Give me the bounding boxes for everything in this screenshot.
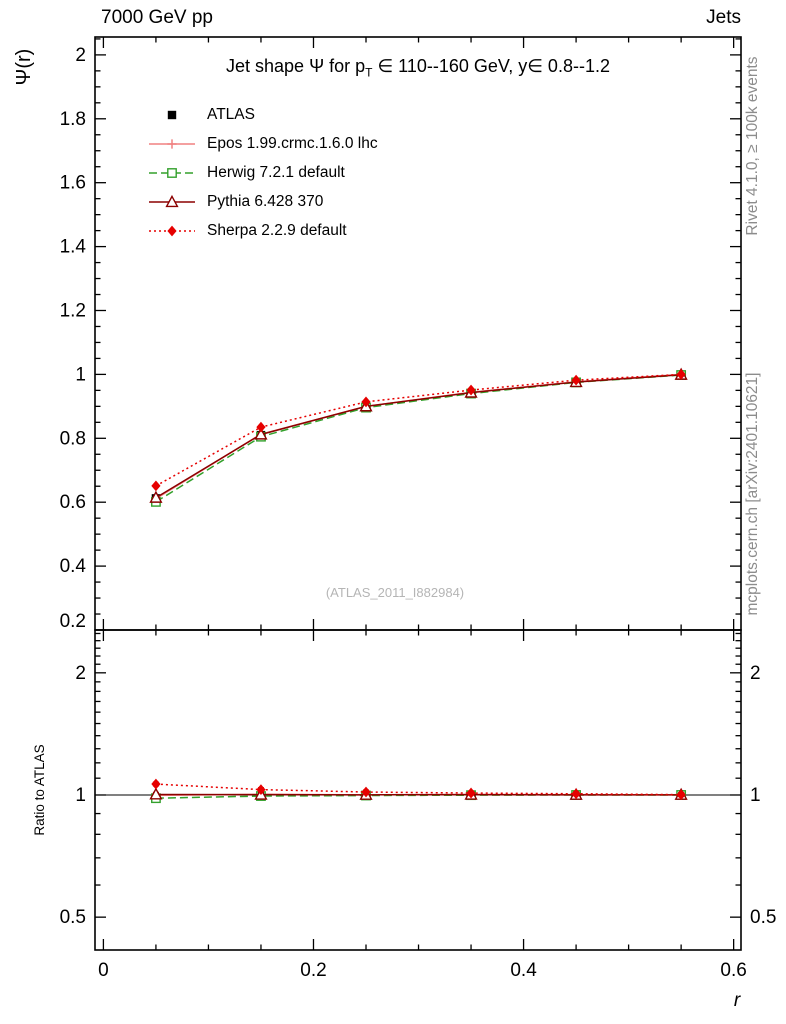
legend: ATLAS Epos 1.99.crmc.1.6.0 lhc Herwig 7.2.… bbox=[148, 100, 378, 245]
svg-text:0.4: 0.4 bbox=[60, 556, 87, 577]
legend-item-epos: Epos 1.99.crmc.1.6.0 lhc bbox=[148, 129, 378, 158]
beam-energy-label: 7000 GeV pp bbox=[101, 7, 213, 28]
x-axis-label: r bbox=[734, 990, 741, 1011]
legend-label: Sherpa 2.2.9 default bbox=[207, 221, 347, 239]
svg-text:1: 1 bbox=[750, 785, 761, 806]
main-series-pythia bbox=[149, 367, 688, 503]
plot-title-subscript: T bbox=[365, 65, 373, 80]
svg-text:1.2: 1.2 bbox=[60, 300, 86, 321]
main-y-axis-label: Ψ(r) bbox=[13, 49, 35, 86]
square-filled-legend-icon bbox=[167, 110, 177, 119]
analysis-group-label: Jets bbox=[706, 7, 741, 28]
svg-text:1: 1 bbox=[75, 785, 86, 806]
rivet-version-label: Rivet 4.1.0, ≥ 100k events bbox=[744, 56, 761, 235]
square-open-legend-icon bbox=[149, 167, 195, 178]
ratio-panel-frame bbox=[94, 629, 742, 951]
main-series-epos bbox=[151, 369, 686, 504]
legend-label: Pythia 6.428 370 bbox=[207, 192, 324, 210]
legend-item-herwig: Herwig 7.2.1 default bbox=[148, 158, 378, 187]
svg-text:0.5: 0.5 bbox=[60, 907, 86, 928]
legend-item-pythia: Pythia 6.428 370 bbox=[148, 187, 378, 216]
svg-text:1.8: 1.8 bbox=[60, 109, 86, 130]
diamond-filled-legend-icon bbox=[149, 225, 195, 236]
cross-open-legend-icon bbox=[149, 138, 195, 149]
main-series-atlas bbox=[151, 370, 686, 503]
ratio-series-sherpa bbox=[151, 778, 686, 801]
triangle-open-legend-icon bbox=[149, 194, 195, 207]
svg-text:2: 2 bbox=[75, 663, 86, 684]
legend-label: ATLAS bbox=[207, 105, 255, 123]
mcplots-reference-label: mcplots.cern.ch [arXiv:2401.10621] bbox=[744, 373, 761, 616]
legend-label: Epos 1.99.crmc.1.6.0 lhc bbox=[207, 134, 378, 152]
svg-text:1.6: 1.6 bbox=[60, 173, 86, 194]
svg-text:0.6: 0.6 bbox=[60, 492, 86, 513]
main-series-sherpa bbox=[151, 368, 686, 492]
svg-text:0.2: 0.2 bbox=[60, 611, 86, 632]
ratio-series-herwig bbox=[151, 790, 687, 804]
svg-text:0.2: 0.2 bbox=[300, 960, 326, 981]
plot-title-text: Jet shape Ψ for p bbox=[226, 56, 366, 76]
ratio-y-axis-label: Ratio to ATLAS bbox=[32, 744, 47, 835]
svg-text:0.6: 0.6 bbox=[720, 960, 746, 981]
svg-text:0.5: 0.5 bbox=[750, 907, 776, 928]
legend-label: Herwig 7.2.1 default bbox=[207, 163, 345, 181]
svg-text:2: 2 bbox=[750, 663, 761, 684]
svg-text:0.8: 0.8 bbox=[60, 428, 86, 449]
svg-text:1.4: 1.4 bbox=[60, 237, 87, 258]
svg-text:0.4: 0.4 bbox=[510, 960, 537, 981]
main-series-herwig bbox=[151, 370, 687, 507]
plot-title-text-2: ∈ 110--160 GeV, y∈ 0.8--1.2 bbox=[372, 56, 610, 76]
svg-text:0: 0 bbox=[98, 960, 109, 981]
svg-text:1: 1 bbox=[75, 364, 86, 385]
legend-item-sherpa: Sherpa 2.2.9 default bbox=[148, 216, 378, 245]
analysis-id-watermark: (ATLAS_2011_I882984) bbox=[325, 585, 465, 600]
legend-item-atlas: ATLAS bbox=[148, 100, 378, 129]
svg-text:2: 2 bbox=[75, 45, 86, 66]
plot-title: Jet shape Ψ for pT ∈ 110--160 GeV, y∈ 0.… bbox=[95, 56, 741, 80]
